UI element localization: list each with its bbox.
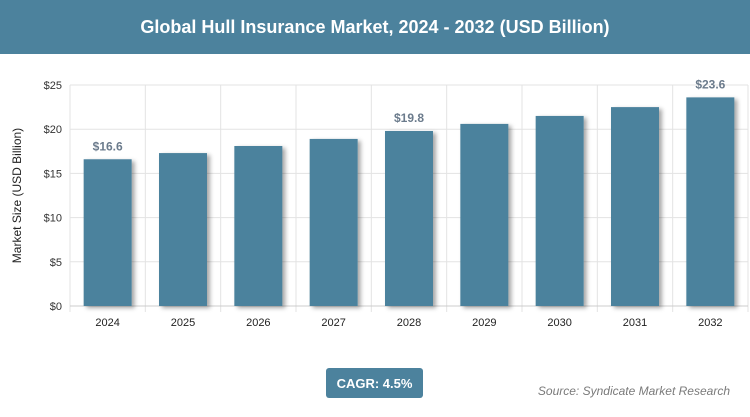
bar-2024 xyxy=(83,159,132,306)
chart-title-banner: Global Hull Insurance Market, 2024 - 203… xyxy=(0,0,750,54)
y-tick-label: $10 xyxy=(44,213,62,225)
y-tick-label: $25 xyxy=(44,80,62,92)
source-note: Source: Syndicate Market Research xyxy=(537,384,730,398)
cagr-badge: CAGR: 4.5% xyxy=(326,368,423,398)
bar-2027 xyxy=(309,138,358,306)
x-tick-label: 2029 xyxy=(472,317,496,329)
bar-2030 xyxy=(535,115,584,306)
x-tick-label: 2030 xyxy=(547,317,571,329)
x-tick-label: 2027 xyxy=(321,317,345,329)
bar-2031 xyxy=(611,107,659,306)
y-tick-label: $20 xyxy=(44,124,62,136)
y-tick-label: $5 xyxy=(50,257,62,269)
bar-2029 xyxy=(460,123,509,306)
y-tick-label: $15 xyxy=(44,168,62,180)
x-tick-label: 2026 xyxy=(246,317,270,329)
data-label: $16.6 xyxy=(93,139,123,153)
y-axis-title: Market Size (USD Billion) xyxy=(10,128,24,263)
x-tick-label: 2032 xyxy=(698,317,722,329)
x-tick-label: 2031 xyxy=(623,317,647,329)
x-tick-label: 2024 xyxy=(95,317,119,329)
bar-2026 xyxy=(234,145,283,306)
bar-2025 xyxy=(159,153,207,306)
bar-2028 xyxy=(385,130,433,306)
y-tick-label: $0 xyxy=(50,301,62,313)
x-tick-label: 2025 xyxy=(171,317,195,329)
chart-title: Global Hull Insurance Market, 2024 - 203… xyxy=(140,16,610,37)
data-label: $19.8 xyxy=(394,111,424,125)
bar-2032 xyxy=(686,97,735,306)
data-label: $23.6 xyxy=(695,77,725,91)
x-tick-label: 2028 xyxy=(397,317,421,329)
cagr-text: CAGR: 4.5% xyxy=(336,375,413,391)
